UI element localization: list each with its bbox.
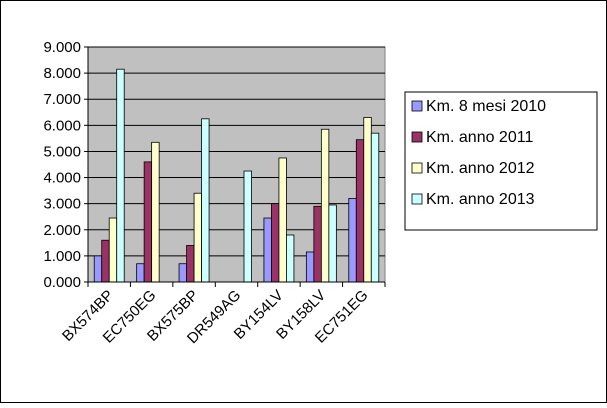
bar — [178, 263, 187, 283]
bar — [93, 255, 103, 283]
bar — [328, 204, 337, 283]
y-tick-label: 5.000 — [43, 143, 81, 160]
bar — [201, 118, 210, 283]
bar — [108, 217, 118, 283]
y-tick-label: 0.000 — [43, 274, 81, 291]
bar — [355, 139, 365, 283]
bar — [278, 157, 287, 283]
legend-label: Km. anno 2013 — [426, 191, 535, 208]
legend-box — [404, 91, 598, 231]
legend-swatch — [411, 100, 423, 112]
y-tick-label: 6.000 — [43, 117, 81, 134]
legend-swatch — [411, 193, 423, 205]
y-tick-label: 4.000 — [43, 170, 81, 187]
bar — [101, 239, 110, 283]
bar — [193, 192, 202, 283]
bar — [305, 251, 315, 283]
bar — [186, 245, 195, 283]
y-tick-label: 1.000 — [43, 248, 81, 265]
bar — [243, 170, 252, 283]
bar — [136, 263, 145, 283]
plot-area — [87, 46, 386, 283]
y-tick-label: 7.000 — [43, 91, 81, 108]
y-tick-label: 3.000 — [43, 196, 81, 213]
bar — [263, 217, 272, 283]
bar — [313, 205, 322, 283]
legend: Km. 8 mesi 2010 Km. anno 2011 Km. anno 201… — [404, 91, 598, 231]
bar — [348, 198, 357, 283]
bar — [116, 68, 125, 283]
y-tick-label: 9.000 — [43, 39, 81, 56]
legend-label: Km. anno 2012 — [426, 160, 535, 177]
legend-label: Km. anno 2011 — [426, 129, 533, 146]
bar — [143, 161, 153, 283]
bar — [370, 132, 380, 283]
bar — [286, 234, 295, 283]
bar — [320, 128, 330, 283]
legend-swatch — [411, 162, 423, 174]
legend-label: Km. 8 mesi 2010 — [426, 98, 546, 115]
y-tick-label: 8.000 — [43, 65, 81, 82]
bar — [271, 203, 280, 283]
bar — [151, 141, 160, 283]
bars — [93, 68, 380, 283]
y-tick-label: 2.000 — [43, 222, 81, 239]
legend-swatch — [411, 131, 423, 143]
bar — [363, 117, 372, 283]
